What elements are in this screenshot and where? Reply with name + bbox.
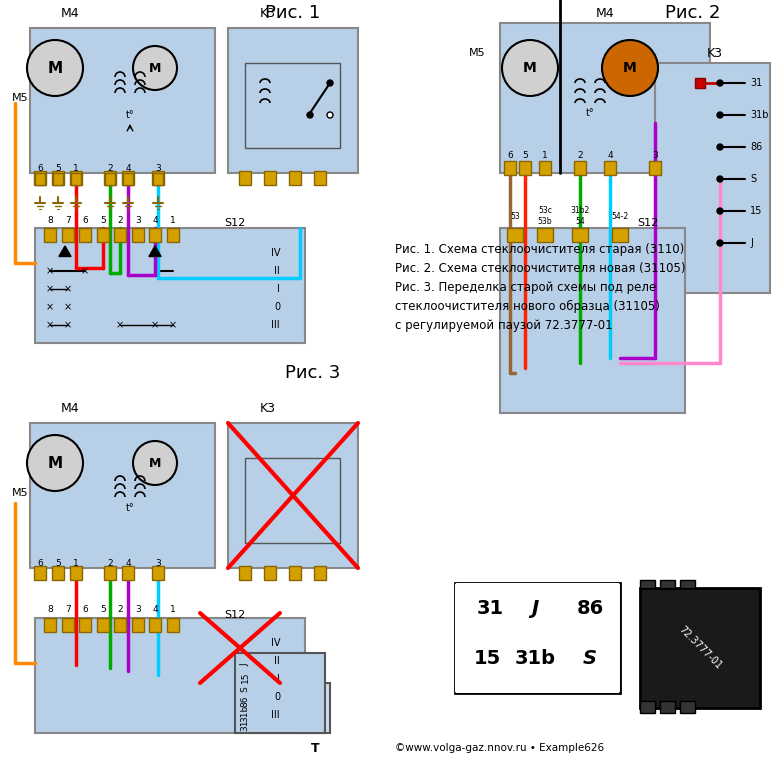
Text: 4: 4: [152, 606, 158, 614]
Text: 72.3777-01: 72.3777-01: [676, 625, 724, 671]
Text: ×: ×: [46, 266, 54, 276]
Text: 8: 8: [47, 606, 53, 614]
Text: 5: 5: [55, 559, 61, 568]
Bar: [640, 580, 655, 588]
Text: M: M: [47, 60, 63, 76]
Text: 3: 3: [135, 215, 141, 224]
Text: 6: 6: [82, 606, 88, 614]
Bar: [574, 161, 586, 175]
Text: M5: M5: [12, 488, 29, 498]
Text: M5: M5: [12, 93, 29, 103]
Bar: [52, 566, 64, 580]
Bar: [34, 171, 46, 185]
FancyBboxPatch shape: [455, 583, 620, 693]
Text: IV: IV: [271, 638, 280, 648]
Text: 4: 4: [125, 559, 131, 568]
Text: K3: K3: [707, 47, 723, 60]
Text: 31: 31: [476, 598, 503, 617]
Text: 3: 3: [652, 150, 658, 159]
Bar: [35, 618, 305, 733]
Bar: [149, 228, 161, 242]
Text: S12: S12: [224, 218, 246, 228]
Bar: [612, 228, 628, 242]
Circle shape: [717, 176, 723, 182]
Text: 5: 5: [522, 150, 528, 159]
Bar: [655, 63, 770, 293]
Text: 3: 3: [155, 559, 161, 568]
Text: 86: 86: [240, 695, 250, 707]
Text: 31b: 31b: [240, 704, 250, 722]
Bar: [537, 228, 553, 242]
Text: K3: K3: [260, 7, 276, 20]
Bar: [35, 173, 45, 185]
Bar: [30, 423, 215, 568]
Text: 4: 4: [607, 150, 613, 159]
Text: ×: ×: [46, 302, 54, 312]
Text: ×: ×: [64, 302, 72, 312]
Text: S12: S12: [224, 610, 246, 620]
Text: 2: 2: [117, 215, 123, 224]
Text: 5: 5: [55, 163, 61, 172]
Text: M4: M4: [61, 7, 80, 20]
Text: 8: 8: [47, 215, 53, 224]
Text: 53c
53b: 53c 53b: [538, 206, 553, 226]
Text: 53: 53: [510, 211, 520, 221]
Bar: [70, 566, 82, 580]
Bar: [660, 701, 675, 713]
Text: 6: 6: [82, 215, 88, 224]
Text: 31b: 31b: [515, 649, 556, 668]
Text: M: M: [623, 61, 637, 75]
Bar: [30, 28, 215, 173]
Bar: [114, 228, 126, 242]
Text: 15: 15: [750, 206, 762, 216]
Bar: [519, 161, 531, 175]
Text: 7: 7: [65, 215, 71, 224]
Circle shape: [27, 435, 83, 491]
Text: IV: IV: [271, 248, 280, 258]
Text: 31b: 31b: [750, 110, 768, 120]
Text: M4: M4: [596, 7, 615, 20]
Bar: [289, 566, 301, 580]
Bar: [71, 173, 81, 185]
Text: 0: 0: [274, 302, 280, 312]
Circle shape: [133, 46, 177, 90]
Text: 1: 1: [542, 150, 548, 159]
Circle shape: [27, 40, 83, 96]
Text: 5: 5: [100, 606, 106, 614]
Bar: [44, 228, 56, 242]
Circle shape: [133, 441, 177, 485]
Bar: [152, 566, 164, 580]
Bar: [44, 618, 56, 632]
Text: ×: ×: [64, 284, 72, 294]
Bar: [228, 28, 358, 173]
Text: 31b2
54: 31b2 54: [570, 206, 590, 226]
Bar: [228, 423, 358, 568]
Bar: [680, 701, 695, 713]
Bar: [314, 171, 326, 185]
Text: I: I: [278, 674, 280, 684]
Bar: [604, 161, 616, 175]
Circle shape: [307, 112, 313, 118]
Bar: [132, 228, 144, 242]
Bar: [104, 171, 116, 185]
Text: 1: 1: [170, 215, 176, 224]
Text: 31: 31: [750, 78, 762, 88]
Text: t°: t°: [126, 503, 135, 513]
Bar: [649, 161, 661, 175]
Text: M: M: [149, 62, 162, 75]
Bar: [152, 171, 164, 185]
Circle shape: [327, 112, 333, 118]
Text: Рис. 1. Схема стеклоочистителя старая (3110)
Рис. 2. Схема стеклоочистителя нова: Рис. 1. Схема стеклоочистителя старая (3…: [395, 243, 686, 332]
Text: II: II: [274, 266, 280, 276]
Bar: [167, 618, 179, 632]
Bar: [239, 171, 251, 185]
Bar: [680, 580, 695, 588]
Text: Рис. 2: Рис. 2: [665, 4, 720, 22]
Bar: [105, 173, 115, 185]
Text: T: T: [311, 742, 319, 755]
Text: S12: S12: [638, 218, 659, 228]
Circle shape: [327, 80, 333, 86]
Circle shape: [502, 40, 558, 96]
Text: J: J: [240, 664, 250, 666]
Bar: [34, 566, 46, 580]
